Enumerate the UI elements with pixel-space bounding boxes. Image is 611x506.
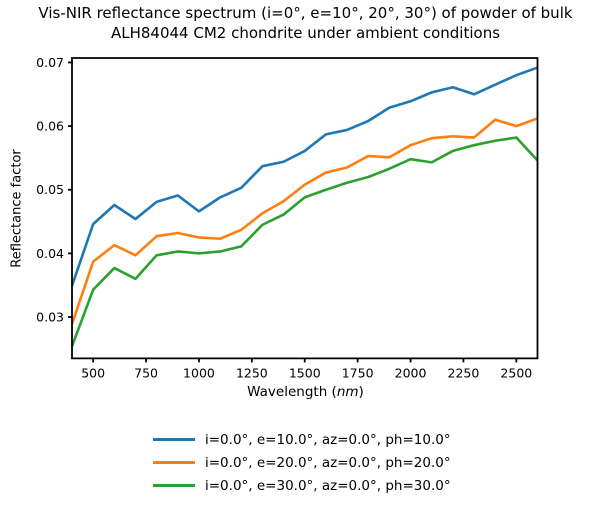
legend-label-e10: i=0.0°, e=10.0°, az=0.0°, ph=10.0° xyxy=(205,431,451,448)
x-tick-label: 2500 xyxy=(500,365,532,380)
y-tick-label: 0.03 xyxy=(36,310,64,325)
y-tick-label: 0.07 xyxy=(36,55,64,70)
legend-line-swatch-e20 xyxy=(153,461,195,464)
x-tick-label: 750 xyxy=(134,365,158,380)
legend-entry-e20: i=0.0°, e=20.0°, az=0.0°, ph=20.0° xyxy=(153,451,451,474)
chart-title-line-1: Vis-NIR reflectance spectrum (i=0°, e=10… xyxy=(38,4,573,22)
x-tick-label: 2250 xyxy=(448,365,480,380)
chart-title-line-2: ALH84044 CM2 chondrite under ambient con… xyxy=(110,24,501,42)
legend-line-swatch-e30 xyxy=(153,484,195,487)
x-tick-label: 1000 xyxy=(183,365,215,380)
series-line-0 xyxy=(70,66,538,287)
x-axis-label-suffix: ) xyxy=(358,384,364,400)
legend-entry-e10: i=0.0°, e=10.0°, az=0.0°, ph=10.0° xyxy=(153,428,451,451)
x-tick-label: 1500 xyxy=(289,365,321,380)
y-tick-label: 0.04 xyxy=(36,246,64,261)
x-axis-label-unit: nm xyxy=(336,384,359,400)
legend-label-e20: i=0.0°, e=20.0°, az=0.0°, ph=20.0° xyxy=(205,454,451,471)
y-tick-label: 0.05 xyxy=(36,182,64,197)
chart-title: Vis-NIR reflectance spectrum (i=0°, e=10… xyxy=(0,3,611,43)
legend-label-e30: i=0.0°, e=30.0°, az=0.0°, ph=30.0° xyxy=(205,477,451,494)
series-line-1 xyxy=(70,117,538,325)
legend-line-swatch-e10 xyxy=(153,438,195,441)
x-tick-label: 2000 xyxy=(395,365,427,380)
x-axis-label-prefix: Wavelength ( xyxy=(247,384,337,400)
axes-spines xyxy=(71,57,539,360)
x-tick-label: 1750 xyxy=(342,365,374,380)
legend-entry-e30: i=0.0°, e=30.0°, az=0.0°, ph=30.0° xyxy=(153,474,451,497)
y-tick-label: 0.06 xyxy=(36,119,64,134)
legend: i=0.0°, e=10.0°, az=0.0°, ph=10.0° i=0.0… xyxy=(153,428,451,497)
series-line-2 xyxy=(70,136,539,347)
x-tick-label: 500 xyxy=(81,365,105,380)
y-axis-label: Reflectance factor xyxy=(9,149,25,268)
x-axis-label: Wavelength (nm) xyxy=(0,384,611,400)
x-tick-label: 1250 xyxy=(236,365,268,380)
